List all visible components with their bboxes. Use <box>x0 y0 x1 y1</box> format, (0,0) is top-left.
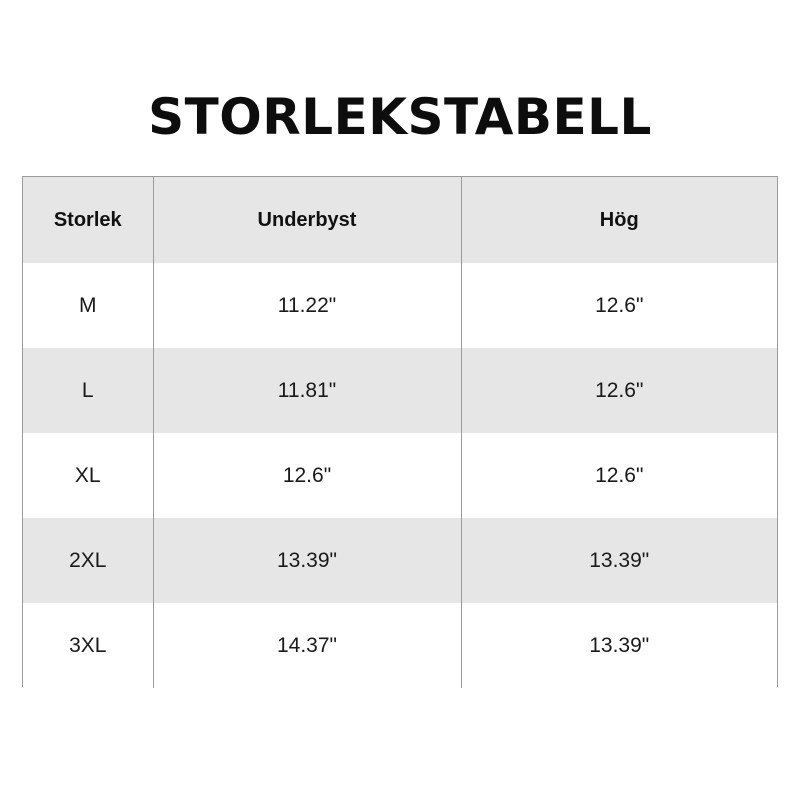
column-header-underbyst: Underbyst <box>153 177 462 263</box>
size-table-container: Storlek Underbyst Hög M 11.22" 12.6" L 1… <box>22 176 778 688</box>
table-row: M 11.22" 12.6" <box>23 263 777 348</box>
table-header: Storlek Underbyst Hög <box>23 177 777 263</box>
cell-size: M <box>23 263 154 348</box>
cell-size: L <box>23 348 154 433</box>
table-row: L 11.81" 12.6" <box>23 348 777 433</box>
cell-underbust: 11.22" <box>153 263 462 348</box>
page-title: STORLEKSTABELL <box>148 88 652 146</box>
cell-size: 3XL <box>23 603 154 688</box>
cell-high: 13.39" <box>461 518 777 603</box>
cell-high: 12.6" <box>461 263 777 348</box>
cell-underbust: 13.39" <box>153 518 462 603</box>
cell-high: 12.6" <box>461 433 777 518</box>
cell-high: 12.6" <box>461 348 777 433</box>
table-header-row: Storlek Underbyst Hög <box>23 177 777 263</box>
table-body: M 11.22" 12.6" L 11.81" 12.6" XL 12.6" 1… <box>23 263 777 688</box>
cell-underbust: 14.37" <box>153 603 462 688</box>
cell-size: XL <box>23 433 154 518</box>
column-header-storlek: Storlek <box>23 177 154 263</box>
column-header-hog: Hög <box>461 177 777 263</box>
table-row: 3XL 14.37" 13.39" <box>23 603 777 688</box>
table-row: 2XL 13.39" 13.39" <box>23 518 777 603</box>
cell-underbust: 11.81" <box>153 348 462 433</box>
table-row: XL 12.6" 12.6" <box>23 433 777 518</box>
cell-underbust: 12.6" <box>153 433 462 518</box>
cell-high: 13.39" <box>461 603 777 688</box>
size-table: Storlek Underbyst Hög M 11.22" 12.6" L 1… <box>23 177 777 688</box>
cell-size: 2XL <box>23 518 154 603</box>
